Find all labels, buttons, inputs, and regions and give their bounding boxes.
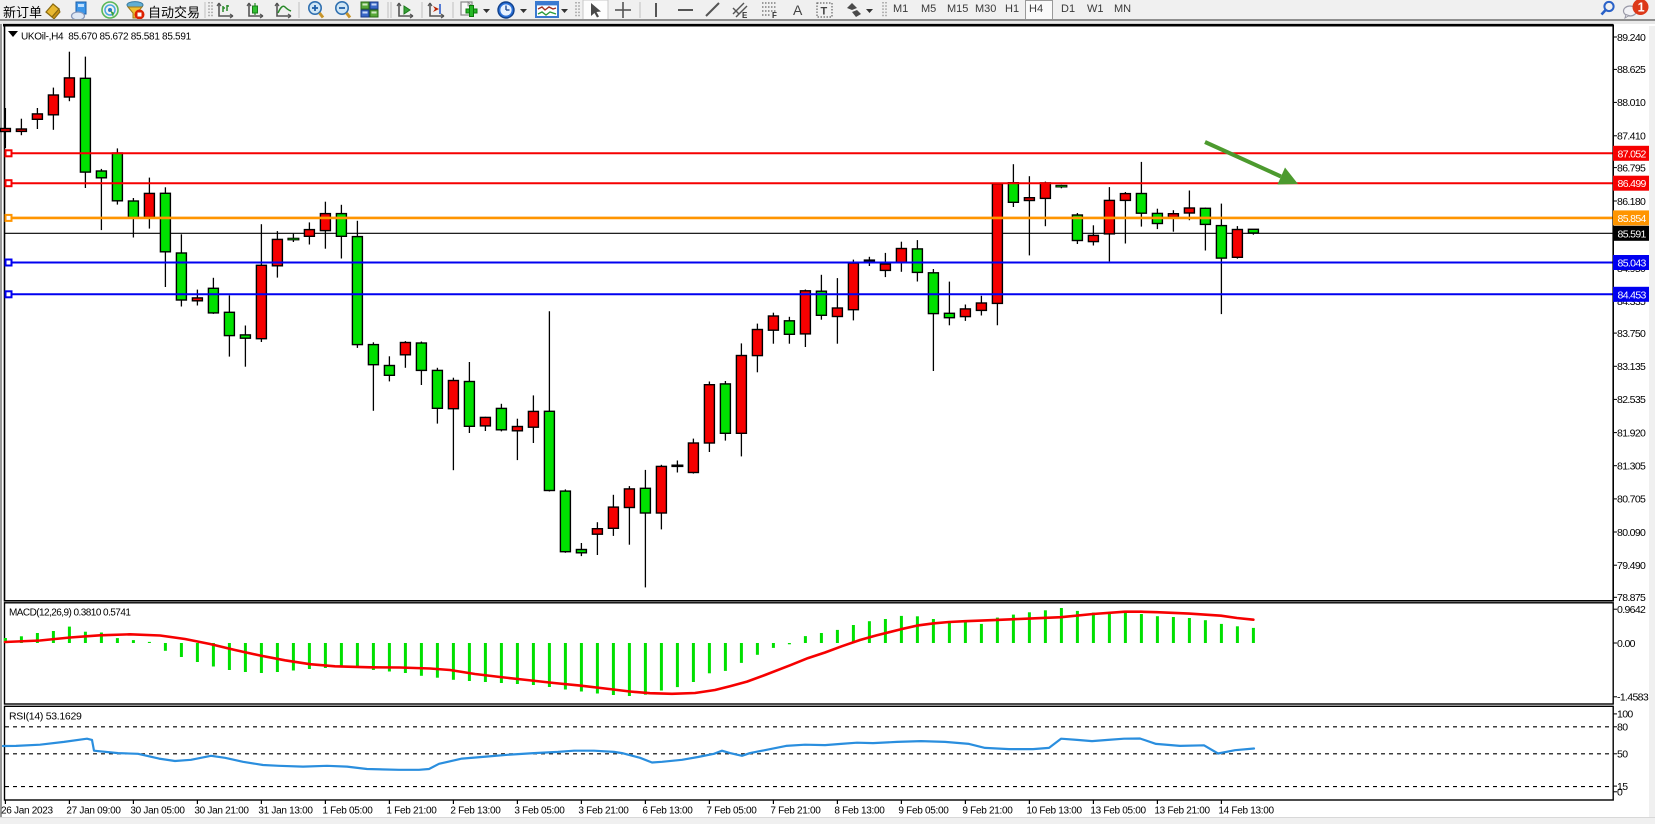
svg-text:84.453: 84.453 — [1618, 289, 1647, 301]
svg-text:9 Feb 21:00: 9 Feb 21:00 — [962, 806, 1013, 817]
svg-text:89.240: 89.240 — [1617, 32, 1646, 44]
svg-text:15: 15 — [1617, 781, 1628, 793]
svg-text:2 Feb 13:00: 2 Feb 13:00 — [450, 806, 501, 817]
svg-text:14 Feb 13:00: 14 Feb 13:00 — [1218, 806, 1274, 817]
svg-text:0.00: 0.00 — [1617, 638, 1636, 650]
svg-text:87.410: 87.410 — [1617, 131, 1646, 143]
svg-text:80.090: 80.090 — [1617, 527, 1646, 539]
svg-text:6 Feb 13:00: 6 Feb 13:00 — [642, 806, 693, 817]
svg-text:RSI(14) 53.1629: RSI(14) 53.1629 — [9, 711, 82, 723]
svg-text:UKOil-,H4 85.670 85.672 85.58: UKOil-,H4 85.670 85.672 85.581 85.591 — [21, 32, 192, 43]
svg-text:0.9642: 0.9642 — [1617, 604, 1646, 616]
svg-text:83.135: 83.135 — [1617, 361, 1646, 373]
svg-text:MACD(12,26,9) 0.3810 0.5741: MACD(12,26,9) 0.3810 0.5741 — [9, 608, 131, 619]
svg-text:13 Feb 21:00: 13 Feb 21:00 — [1154, 806, 1210, 817]
svg-text:3 Feb 05:00: 3 Feb 05:00 — [514, 806, 565, 817]
svg-text:3 Feb 21:00: 3 Feb 21:00 — [578, 806, 629, 817]
svg-text:1 Feb 05:00: 1 Feb 05:00 — [322, 806, 373, 817]
svg-text:50: 50 — [1617, 749, 1628, 761]
svg-text:86.795: 86.795 — [1617, 162, 1646, 174]
svg-text:88.625: 88.625 — [1617, 64, 1646, 76]
svg-text:81.920: 81.920 — [1617, 427, 1646, 439]
svg-text:30 Jan 21:00: 30 Jan 21:00 — [194, 806, 249, 817]
svg-text:7 Feb 05:00: 7 Feb 05:00 — [706, 806, 757, 817]
svg-text:83.750: 83.750 — [1617, 328, 1646, 340]
svg-text:81.305: 81.305 — [1617, 461, 1646, 473]
svg-text:80.705: 80.705 — [1617, 494, 1646, 506]
svg-text:86.499: 86.499 — [1618, 178, 1647, 190]
svg-text:27 Jan 09:00: 27 Jan 09:00 — [66, 806, 121, 817]
svg-text:85.591: 85.591 — [1618, 228, 1647, 240]
svg-text:88.010: 88.010 — [1617, 97, 1646, 109]
svg-text:78.875: 78.875 — [1617, 592, 1646, 604]
svg-text:82.535: 82.535 — [1617, 394, 1646, 406]
svg-text:30 Jan 05:00: 30 Jan 05:00 — [130, 806, 185, 817]
svg-text:79.490: 79.490 — [1617, 560, 1646, 572]
svg-text:1 Feb 21:00: 1 Feb 21:00 — [386, 806, 437, 817]
svg-text:0: 0 — [1617, 787, 1623, 799]
svg-text:F: F — [772, 11, 777, 20]
svg-text:13 Feb 05:00: 13 Feb 05:00 — [1090, 806, 1146, 817]
svg-text:A: A — [793, 2, 803, 18]
svg-text:31 Jan 13:00: 31 Jan 13:00 — [258, 806, 313, 817]
svg-text:8 Feb 13:00: 8 Feb 13:00 — [834, 806, 885, 817]
svg-text:10 Feb 13:00: 10 Feb 13:00 — [1026, 806, 1082, 817]
svg-text:100: 100 — [1617, 709, 1633, 721]
svg-text:T: T — [821, 6, 828, 18]
svg-text:86.180: 86.180 — [1617, 196, 1646, 208]
svg-text:1: 1 — [1638, 0, 1645, 14]
svg-text:80: 80 — [1617, 722, 1628, 734]
svg-text:85.043: 85.043 — [1618, 258, 1647, 270]
svg-text:-1.4583: -1.4583 — [1617, 692, 1649, 704]
svg-text:85.854: 85.854 — [1618, 213, 1647, 225]
svg-text:7 Feb 21:00: 7 Feb 21:00 — [770, 806, 821, 817]
svg-text:9 Feb 05:00: 9 Feb 05:00 — [898, 806, 949, 817]
svg-text:26 Jan 2023: 26 Jan 2023 — [1, 806, 53, 817]
svg-text:E: E — [742, 11, 748, 20]
svg-text:87.052: 87.052 — [1618, 148, 1647, 160]
